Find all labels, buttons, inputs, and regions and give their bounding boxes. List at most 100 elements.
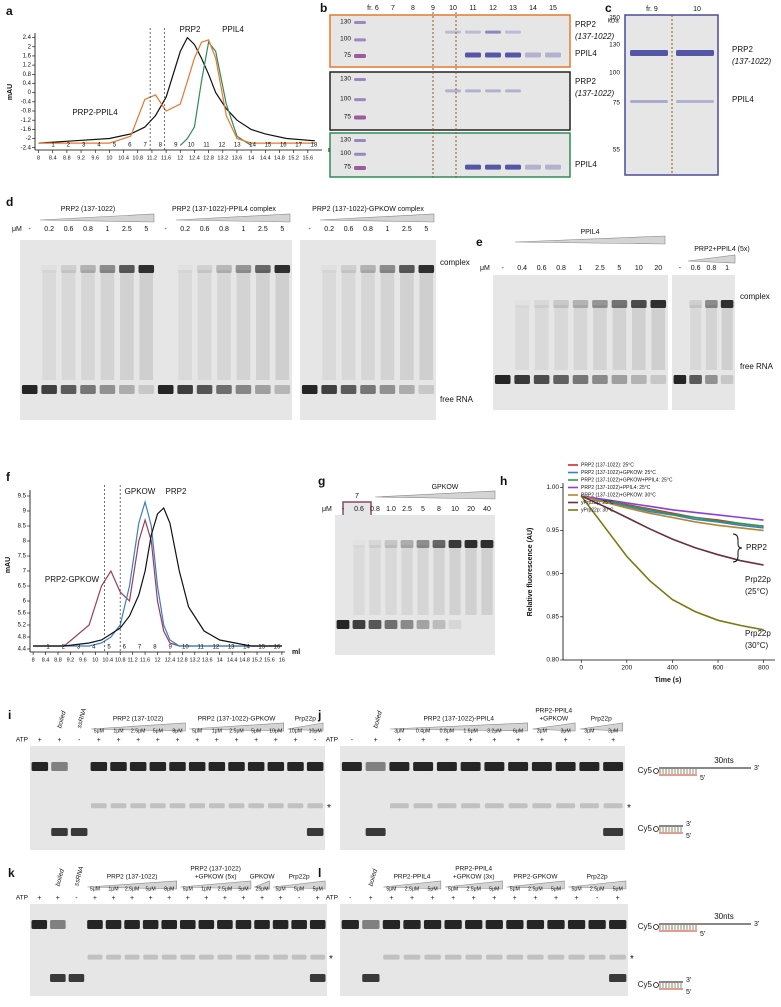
lane-label: 2.5μM (590, 886, 605, 892)
fraction-label: 7 (138, 645, 142, 651)
band (157, 385, 174, 394)
band (99, 265, 116, 273)
atp-sign: + (611, 737, 615, 744)
lane-label: 1 (385, 226, 389, 233)
y-tick-label: -0.8 (21, 109, 32, 115)
x-tick-label: 13.2 (189, 657, 200, 663)
y-tick-label: 7 (23, 569, 27, 575)
wedge (180, 880, 252, 890)
smear (632, 305, 646, 370)
x-tick-label: 9.2 (67, 657, 75, 663)
lane-label: 0.6 (354, 506, 364, 513)
control-label: boiled (368, 868, 379, 887)
band (611, 375, 628, 384)
label: 130 (340, 137, 351, 144)
band (588, 954, 606, 960)
x-tick-label: 11.6 (161, 155, 171, 161)
band (354, 115, 366, 120)
label: 5' (686, 833, 691, 840)
y-tick-label: -1.2 (21, 118, 32, 124)
atp-sign: + (195, 737, 199, 744)
lane-label: 5μM (94, 728, 104, 734)
band (248, 803, 265, 809)
band (189, 803, 206, 809)
lane-label: 2.5 (122, 226, 132, 233)
band (464, 540, 478, 548)
y-tick-label: -2 (26, 136, 32, 142)
group-label: Prp22p (587, 874, 608, 881)
atp-sign: - (298, 895, 301, 902)
lane-label: 10 (635, 265, 643, 272)
label: 7 (391, 5, 395, 12)
control-label: ssRNA (73, 866, 85, 887)
band (177, 385, 193, 394)
annotation: (25°C) (745, 587, 769, 596)
atp-sign: + (37, 895, 41, 902)
panel-letter: h (500, 474, 507, 488)
lane-label: 0.8μM (440, 728, 455, 734)
brace (732, 533, 743, 563)
x-tick-label: 12 (154, 657, 160, 663)
panel-letter: e (476, 235, 483, 249)
band (403, 954, 421, 960)
band (129, 762, 147, 771)
atp-sign: + (421, 737, 425, 744)
x-tick-label: 12.4 (189, 155, 200, 161)
control-label: ssRNA (76, 708, 88, 729)
band (336, 620, 350, 629)
band (306, 762, 324, 771)
label: PRP2 (575, 20, 596, 29)
label: 100 (340, 36, 351, 43)
atp-sign: + (472, 895, 476, 902)
band (379, 385, 396, 394)
lane-label: 6μM (513, 728, 523, 734)
band (437, 803, 457, 809)
smear (197, 270, 212, 380)
wedge (273, 880, 326, 890)
label: Cy5 (638, 922, 653, 931)
band (119, 265, 135, 273)
lane-label: 3μM (608, 728, 618, 734)
band (533, 300, 550, 308)
smear (61, 270, 76, 380)
x-tick-label: 14.4 (227, 657, 238, 663)
lane-label: 5μM (153, 728, 163, 734)
group-label: +GPKOW (3x) (453, 874, 495, 881)
y-tick-label: 1.00 (546, 484, 559, 491)
band (254, 954, 270, 960)
atp-sign: + (156, 737, 160, 744)
smear (481, 545, 493, 615)
annotation: (30°C) (745, 641, 769, 650)
band (80, 265, 96, 273)
x-tick-label: 11.6 (140, 657, 150, 663)
x-tick-label: 9.6 (79, 657, 87, 663)
label: ATP (326, 895, 338, 902)
band (630, 100, 668, 103)
band (720, 375, 734, 384)
fraction-label: 16 (274, 645, 281, 651)
band (382, 920, 401, 929)
smear (380, 270, 395, 380)
smear (419, 270, 434, 380)
band (505, 52, 521, 58)
band (90, 762, 108, 771)
fraction-label: 5 (113, 143, 117, 149)
label: 30nts (714, 756, 734, 765)
atp-sign: + (369, 895, 373, 902)
band (149, 803, 166, 809)
lane-label: 2.5 (258, 226, 268, 233)
label: Cy5 (638, 824, 653, 833)
band (198, 954, 214, 960)
atp-sign: - (351, 737, 354, 744)
lane-label: 3μM (584, 728, 594, 734)
fraction-label: 9 (168, 645, 172, 651)
band (291, 954, 307, 960)
band (461, 803, 481, 809)
band (413, 803, 433, 809)
group-label: PRP2-PPIL4 (455, 866, 492, 873)
label: 15 (549, 5, 557, 12)
axis-title: Relative fluorescence (AU) (527, 528, 534, 617)
fraction-label: 14 (249, 143, 256, 149)
label: 12 (489, 5, 497, 12)
y-tick-label: 0.90 (546, 570, 559, 577)
